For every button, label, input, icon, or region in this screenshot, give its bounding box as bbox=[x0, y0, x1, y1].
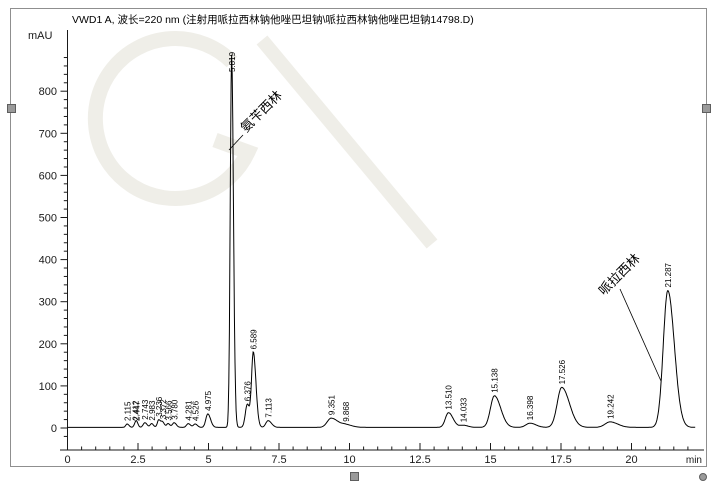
peak-label: 2.983 bbox=[148, 400, 157, 421]
x-axis-tick-label: 7.5 bbox=[271, 454, 286, 466]
peak-label: 9.351 bbox=[327, 395, 336, 416]
x-axis-tick-label: 17.5 bbox=[550, 454, 571, 466]
peak-label: 6.589 bbox=[250, 329, 259, 350]
y-axis-tick-label: 600 bbox=[39, 170, 57, 182]
y-axis-tick-label: 300 bbox=[39, 297, 57, 309]
y-axis-tick-label: 700 bbox=[39, 128, 57, 140]
peak-label: 4.975 bbox=[204, 390, 213, 411]
chromatogram-title: VWD1 A, 波长=220 nm (注射用哌拉西林钠他唑巴坦钠\哌拉西林钠他唑… bbox=[72, 14, 474, 26]
selection-handle-left[interactable] bbox=[7, 104, 16, 113]
chromatogram-image-frame[interactable] bbox=[10, 8, 707, 467]
peak-label: 4.281 bbox=[184, 400, 193, 421]
y-axis-unit-label: mAU bbox=[28, 30, 53, 42]
x-axis-tick-label: 12.5 bbox=[409, 454, 430, 466]
y-axis-tick-label: 800 bbox=[39, 86, 57, 98]
y-axis-tick-label: 500 bbox=[39, 213, 57, 225]
x-axis-tick-label: 20 bbox=[625, 454, 637, 466]
peak-label: 6.376 bbox=[244, 381, 253, 402]
watermark-stroke bbox=[256, 35, 438, 249]
peak-label: 21.287 bbox=[664, 262, 673, 287]
peak-label: 9.868 bbox=[342, 401, 351, 422]
peak-label: 17.526 bbox=[558, 359, 567, 384]
peak-label: 4.526 bbox=[191, 400, 200, 421]
peak-label: 3.566 bbox=[164, 400, 173, 421]
peak-label: 5.819 bbox=[228, 51, 237, 72]
y-axis-tick-label: 200 bbox=[39, 339, 57, 351]
peak-label: 3.780 bbox=[170, 399, 179, 420]
annotation-leader-line bbox=[619, 288, 662, 382]
x-axis-tick-label: 0 bbox=[64, 454, 70, 466]
peak-label: 7.113 bbox=[264, 398, 273, 418]
peak-label: 3.372 bbox=[159, 399, 168, 420]
x-axis-tick-label: 15 bbox=[484, 454, 496, 466]
watermark-stroke bbox=[87, 31, 259, 206]
x-axis-tick-label: 10 bbox=[343, 454, 355, 466]
peak-label: 13.510 bbox=[445, 385, 454, 410]
y-axis-tick-label: 400 bbox=[39, 255, 57, 267]
y-axis-tick-label: 100 bbox=[39, 381, 57, 393]
peak-label: 15.138 bbox=[491, 368, 500, 393]
selection-handle-bottom-right[interactable] bbox=[699, 473, 707, 481]
peak-label: 2.447 bbox=[133, 400, 142, 421]
selection-handle-bottom-center[interactable] bbox=[350, 472, 359, 481]
annotation-compound-21.287: 哌拉西林 bbox=[596, 251, 643, 298]
peak-label: 3.236 bbox=[155, 396, 164, 417]
x-axis-tick-label: 2.5 bbox=[130, 454, 145, 466]
peak-label: 2.743 bbox=[141, 399, 150, 420]
y-axis-tick-label: 0 bbox=[51, 423, 57, 435]
peak-label: 2.115 bbox=[123, 401, 132, 421]
annotation-compound-5.819: 氨苄西林 bbox=[238, 88, 285, 135]
x-axis-unit-label: min bbox=[686, 455, 702, 466]
annotation-leader-line bbox=[228, 134, 244, 151]
peak-label: 19.242 bbox=[606, 394, 615, 419]
x-axis-tick-label: 5 bbox=[205, 454, 211, 466]
peak-label: 16.398 bbox=[526, 395, 535, 420]
peak-label: 14.033 bbox=[459, 397, 468, 422]
chromatogram-trace bbox=[67, 54, 696, 428]
selection-handle-right[interactable] bbox=[702, 104, 711, 113]
peak-label: 2.412 bbox=[132, 400, 141, 421]
